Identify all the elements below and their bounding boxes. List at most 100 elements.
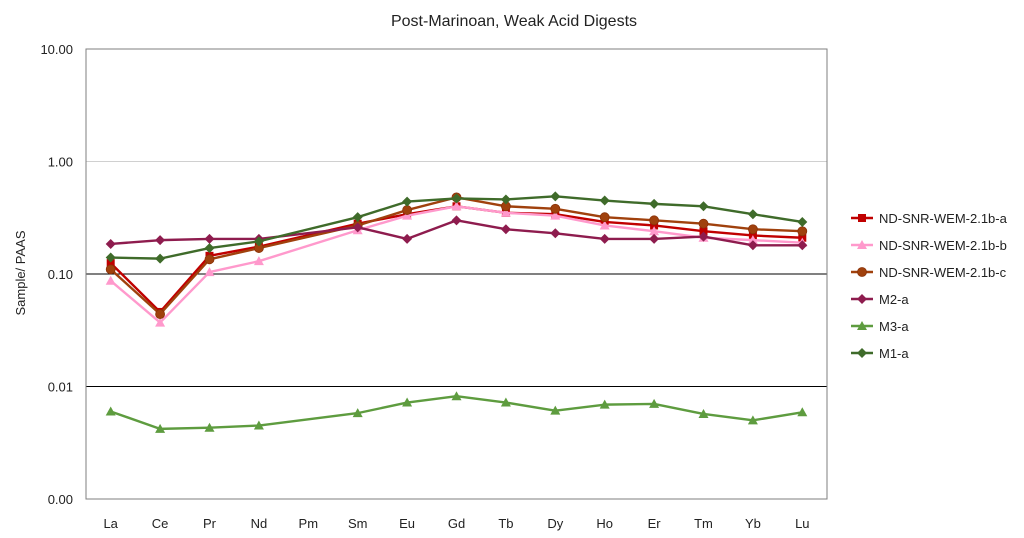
data-point (649, 226, 660, 236)
data-point (402, 233, 413, 244)
x-tick-label: Dy (547, 516, 563, 531)
data-point (155, 253, 166, 264)
data-point (204, 422, 215, 432)
data-point (155, 317, 166, 327)
data-point (698, 218, 709, 229)
data-point (858, 214, 866, 222)
data-point (650, 221, 659, 230)
data-point (857, 240, 867, 249)
data-point (797, 407, 808, 417)
data-point (599, 399, 610, 409)
y-tick-label: 0.01 (48, 380, 73, 395)
data-point (747, 240, 758, 251)
data-point (699, 227, 708, 236)
y-tick-label: 0.00 (48, 492, 73, 507)
series-line (109, 196, 803, 316)
series-M2-a (105, 215, 808, 251)
y-axis-label: Sample/ PAAS (13, 230, 28, 315)
data-point (402, 205, 413, 215)
series-M1-a (105, 191, 808, 264)
data-point (204, 233, 215, 244)
legend-label: ND-SNR-WEM-2.1b-a (879, 211, 1008, 226)
data-point (550, 210, 561, 220)
legend-item: ND-SNR-WEM-2.1b-c (851, 265, 1007, 280)
legend-label: ND-SNR-WEM-2.1b-c (879, 265, 1007, 280)
data-point (500, 224, 511, 235)
x-tick-label: Pm (299, 516, 319, 531)
x-tick-label: Ho (596, 516, 613, 531)
data-point (155, 423, 166, 433)
series-M3-a (105, 391, 808, 433)
data-point (500, 207, 511, 217)
data-point (451, 201, 462, 211)
series-lines (105, 191, 808, 433)
series-line (110, 195, 803, 260)
data-point (747, 209, 758, 220)
data-point (500, 194, 511, 205)
data-point (748, 224, 758, 235)
data-point (747, 415, 758, 425)
data-point (402, 397, 413, 407)
x-tick-label: Nd (251, 516, 268, 531)
x-tick-label: Eu (399, 516, 415, 531)
series-line (110, 219, 803, 247)
data-point (105, 275, 116, 285)
data-point (105, 238, 116, 249)
legend-label: M1-a (879, 346, 909, 361)
data-point (204, 267, 215, 277)
data-point (698, 231, 709, 242)
data-point (797, 216, 808, 227)
legend-item: ND-SNR-WEM-2.1b-a (851, 211, 1008, 226)
data-point (500, 397, 511, 407)
x-tick-label: Tb (498, 516, 513, 531)
data-point (105, 252, 116, 263)
data-point (204, 243, 215, 254)
data-point (155, 309, 166, 320)
legend-item: ND-SNR-WEM-2.1b-b (851, 238, 1007, 253)
data-point (550, 228, 561, 239)
data-point (857, 348, 867, 358)
data-point (106, 259, 115, 268)
y-tick-label: 0.10 (48, 267, 73, 282)
x-tick-label: La (103, 516, 118, 531)
x-tick-label: Lu (795, 516, 809, 531)
data-point (352, 212, 363, 223)
legend-label: M2-a (879, 292, 909, 307)
legend-label: ND-SNR-WEM-2.1b-b (879, 238, 1007, 253)
x-tick-label: Gd (448, 516, 465, 531)
legend-item: M2-a (851, 292, 909, 307)
legend-label: M3-a (879, 319, 909, 334)
data-point (599, 195, 610, 206)
x-tick-label: Sm (348, 516, 368, 531)
data-point (797, 240, 808, 251)
y-tick-label: 1.00 (48, 155, 73, 170)
x-tick-labels: La Ce Pr Nd Pm Sm Eu Gd Tb Dy Ho Er Tm Yb Lu (103, 516, 809, 531)
y-tick-label: 10.00 (40, 42, 73, 57)
data-point (402, 210, 413, 220)
data-point (599, 233, 610, 244)
data-point (857, 267, 867, 277)
data-point (649, 233, 660, 244)
x-tick-label: Ce (152, 516, 169, 531)
chart-title: Post-Marinoan, Weak Acid Digests (391, 13, 637, 30)
x-tick-label: Yb (745, 516, 761, 531)
data-point (352, 222, 363, 233)
data-point (550, 191, 561, 202)
data-point (857, 321, 867, 330)
data-point (155, 235, 166, 246)
series-line (110, 394, 803, 431)
data-point (253, 256, 264, 266)
data-point (253, 236, 264, 247)
legend-item: M3-a (851, 319, 909, 334)
data-point (698, 201, 709, 212)
data-point (550, 203, 561, 214)
data-point (797, 226, 808, 237)
x-tick-label: Pr (203, 516, 217, 531)
y-tick-labels: 0.00 0.01 0.10 1.00 10.00 (40, 42, 73, 507)
data-point (352, 408, 363, 418)
data-point (857, 294, 867, 304)
x-tick-label: Tm (694, 516, 713, 531)
data-point (105, 264, 116, 275)
